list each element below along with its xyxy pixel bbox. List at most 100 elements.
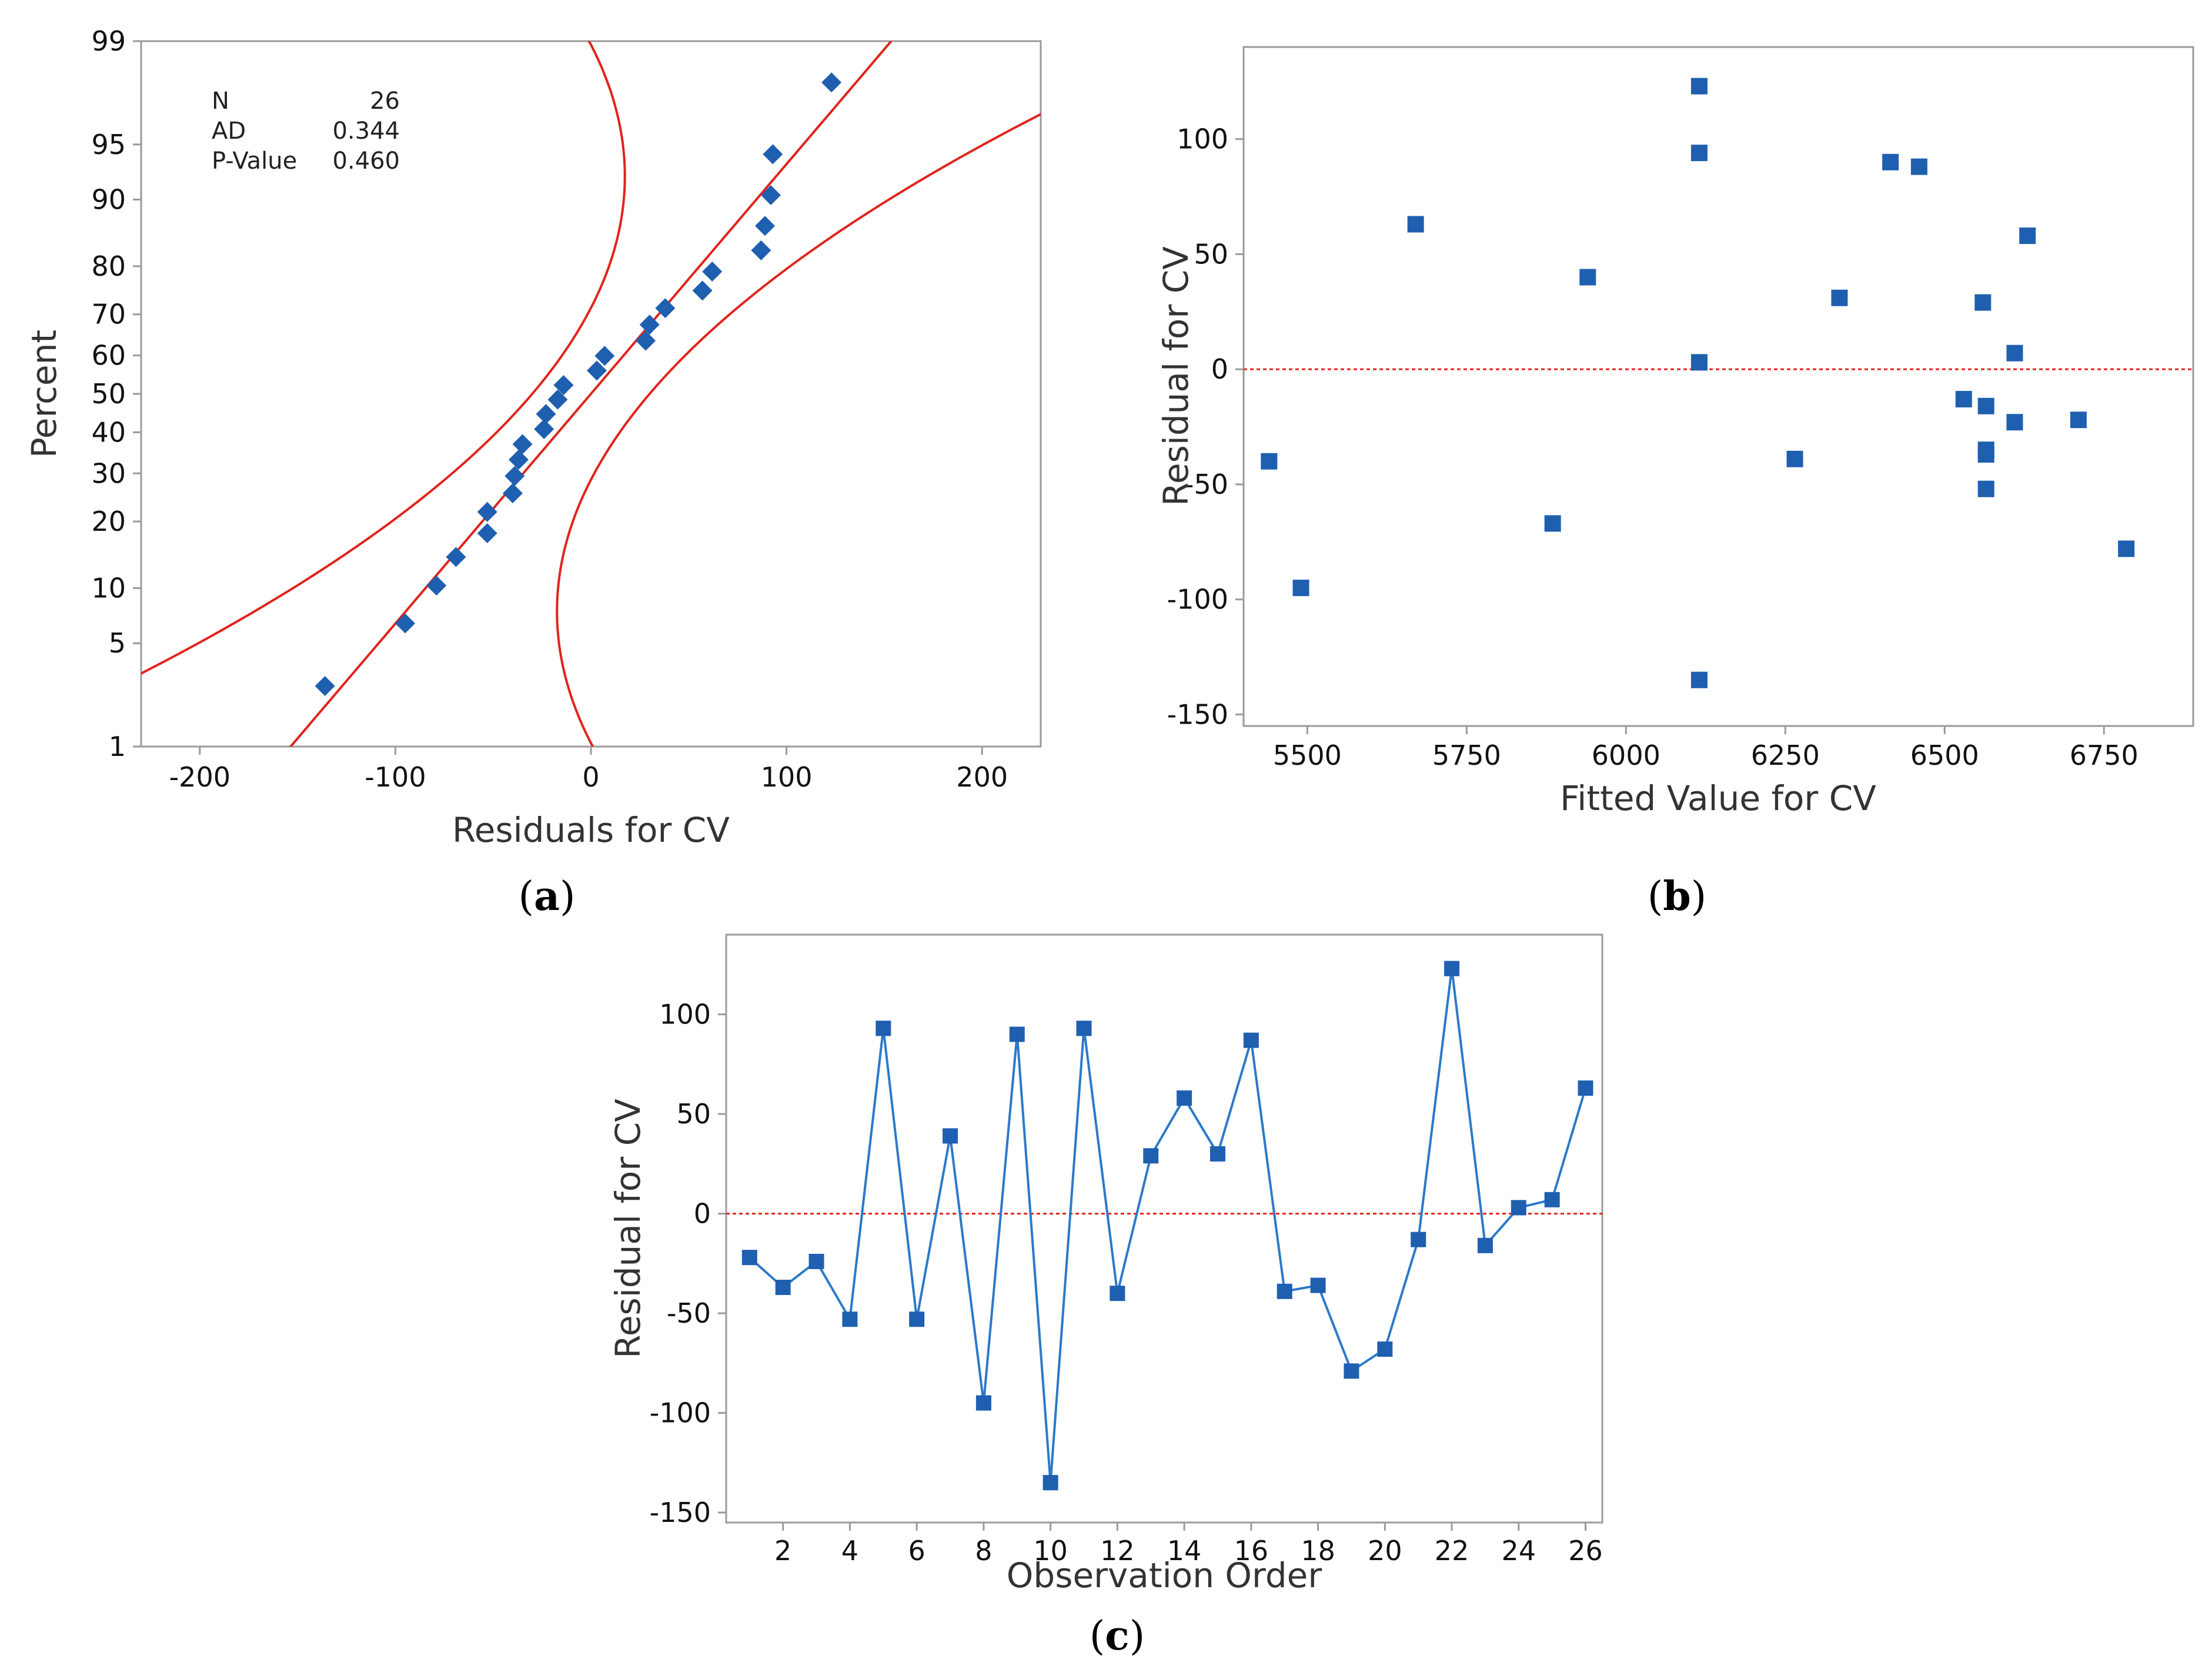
y-tick-label: -100: [650, 1397, 711, 1429]
y-axis-title: Percent: [24, 330, 64, 458]
stat-label: P-Value: [212, 148, 297, 175]
data-point: [1977, 446, 1994, 463]
y-tick-label: 99: [91, 25, 126, 57]
residuals-vs-order-plot: 2 4 6 8 10 12 14 16 18 20 22 24 26 -150-100-50050100…: [608, 933, 1603, 1659]
data-point: [1261, 453, 1278, 470]
data-point: [1243, 1032, 1259, 1048]
data-point: [1690, 78, 1708, 95]
data-point: [1009, 1026, 1025, 1042]
data-point: [586, 360, 607, 381]
fit-lines: [141, 41, 1041, 747]
x-tick-label: -200: [169, 761, 230, 793]
y-tick-label: 50: [91, 378, 126, 410]
stats-box: N 26 AD 0.344 P-Value 0.460: [212, 88, 400, 175]
lower-confidence-band: [141, 41, 626, 675]
y-tick-label: 0: [1211, 353, 1228, 385]
x-tick-label: 24: [1502, 1535, 1536, 1567]
data-points: [315, 72, 842, 696]
stat-value: 0.344: [332, 118, 400, 145]
y-tick-label: 100: [659, 999, 711, 1030]
y-tick-label: -50: [1184, 469, 1228, 500]
data-point: [655, 298, 676, 319]
x-tick-label: 6000: [1592, 740, 1660, 771]
y-tick-label: 10: [91, 573, 126, 604]
y-tick-label: 1: [109, 731, 126, 762]
data-point: [842, 1311, 858, 1327]
y-axis-title: Residual for CV: [1156, 246, 1196, 506]
data-point: [502, 483, 523, 504]
upper-confidence-band: [556, 113, 1041, 747]
data-point: [504, 466, 525, 486]
y-tick-label: 20: [91, 506, 126, 537]
data-point: [943, 1128, 958, 1144]
data-point: [1579, 269, 1596, 286]
data-point: [508, 450, 529, 470]
x-tick-labels: -200 -100 0 100 200: [169, 747, 1008, 793]
x-tick-label: 200: [956, 761, 1008, 793]
data-point: [477, 501, 497, 522]
x-tick-label: 4: [841, 1535, 858, 1567]
data-point: [2118, 540, 2135, 557]
caption-letter: a: [534, 873, 560, 920]
data-point: [315, 675, 335, 696]
y-tick-label: -150: [650, 1497, 711, 1528]
data-point: [1690, 671, 1708, 688]
x-tick-label: 26: [1568, 1535, 1603, 1567]
data-point: [1544, 515, 1561, 532]
data-point: [1411, 1232, 1426, 1247]
data-point: [808, 1253, 824, 1269]
data-point: [1377, 1341, 1393, 1357]
caption-a: (a): [518, 873, 575, 920]
x-tick-label: 16: [1234, 1535, 1269, 1567]
x-tick-label: 20: [1368, 1535, 1402, 1567]
y-tick-labels: -150 -100 -50 0 50 100: [650, 999, 726, 1528]
data-point: [534, 419, 554, 440]
x-tick-label: 12: [1100, 1535, 1135, 1567]
y-tick-label: 5: [109, 627, 126, 659]
data-point: [1690, 145, 1708, 162]
data-point: [975, 1395, 991, 1411]
data-point: [1831, 289, 1848, 306]
data-point: [1977, 397, 1994, 414]
x-axis-title: Observation Order: [1007, 1555, 1322, 1595]
data-point: [477, 523, 497, 544]
data-point: [909, 1311, 925, 1327]
data-points: [741, 961, 1593, 1491]
data-point: [1277, 1283, 1292, 1299]
x-tick-label: -100: [365, 761, 426, 793]
y-tick-label: -100: [1167, 584, 1228, 615]
y-tick-label: 90: [91, 183, 126, 215]
data-point: [1177, 1090, 1192, 1106]
x-tick-labels: 5500 5750 6000 6250 6500 6750: [1273, 726, 2139, 771]
data-point: [1974, 294, 1992, 311]
y-tick-labels: -150 -100 -50 0 50 100: [1167, 123, 1244, 730]
data-point: [1076, 1020, 1092, 1036]
x-tick-label: 6750: [2070, 740, 2139, 771]
y-tick-label: 100: [1177, 123, 1228, 155]
data-point: [763, 144, 783, 165]
y-tick-label: 0: [694, 1198, 711, 1230]
data-point: [2006, 414, 2023, 431]
data-point: [639, 314, 660, 335]
data-point: [1477, 1237, 1493, 1253]
x-tick-label: 10: [1033, 1535, 1068, 1567]
data-point: [1786, 450, 1803, 467]
data-point: [775, 1280, 791, 1295]
residual-series-line: [749, 968, 1587, 1483]
x-tick-label: 14: [1167, 1535, 1202, 1567]
y-tick-label: 30: [91, 457, 126, 489]
data-point: [1882, 153, 1899, 170]
data-point: [1042, 1475, 1058, 1491]
stat-value: 26: [370, 88, 400, 115]
x-axis-title: Fitted Value for CV: [1560, 778, 1876, 818]
x-tick-labels: 2 4 6 8 10 12 14 16 18 20 22 24 26: [774, 1523, 1603, 1567]
y-tick-label: 70: [91, 299, 126, 330]
data-point: [636, 330, 656, 351]
data-point: [2019, 227, 2036, 245]
data-point: [446, 547, 466, 567]
data-point: [1407, 216, 1424, 233]
data-point: [702, 262, 723, 282]
data-point: [1292, 580, 1309, 597]
data-point: [1544, 1192, 1560, 1207]
y-tick-label: 95: [91, 129, 126, 160]
